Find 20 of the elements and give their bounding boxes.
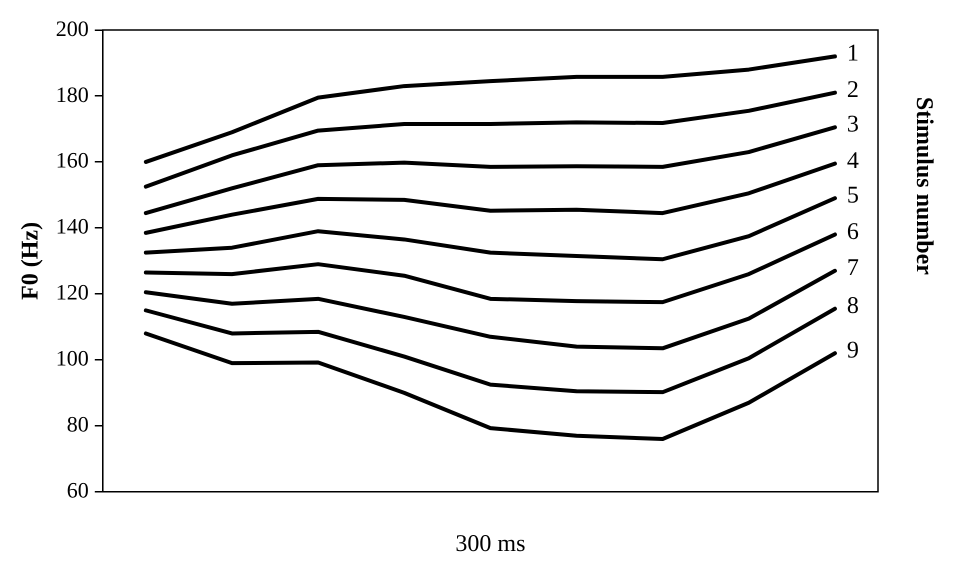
series-label: 3	[846, 112, 859, 138]
series-label: 2	[846, 76, 859, 103]
y-tick-label: 140	[56, 214, 89, 239]
y-axis-title: F0 (Hz)	[18, 222, 44, 300]
y-tick-label: 200	[56, 16, 89, 41]
y-tick-label: 100	[56, 346, 89, 371]
series-label: 9	[846, 338, 859, 364]
x-axis-title: 300 ms	[455, 530, 526, 557]
y-tick-label: 60	[66, 478, 89, 503]
y2-axis-title: Stimulus number	[910, 96, 937, 276]
y-tick-label: 160	[56, 148, 89, 173]
series-label: 8	[846, 293, 859, 320]
y-tick-label: 120	[56, 280, 89, 305]
series-label: 5	[846, 182, 859, 209]
y-tick-label: 180	[56, 82, 89, 107]
series-label: 6	[846, 218, 859, 245]
y-tick-label: 80	[66, 412, 89, 437]
series-label: 7	[846, 255, 859, 282]
series-label: 4	[846, 148, 859, 174]
series-label: 1	[846, 40, 859, 67]
